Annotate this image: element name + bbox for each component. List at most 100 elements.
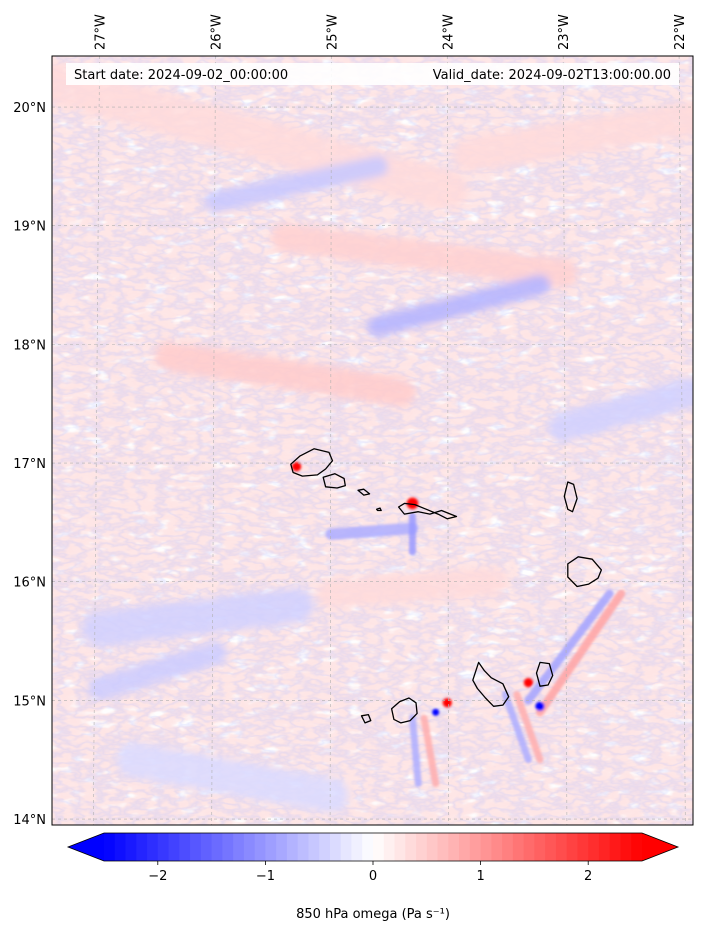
colorbar-segment [491, 833, 503, 861]
longitude-gridline [446, 56, 449, 825]
latitude-tick-label: 19°N [13, 220, 46, 235]
colorbar-segment [577, 833, 589, 861]
longitude-tick-label: 23°W [557, 14, 572, 50]
omega-band [316, 567, 509, 609]
omega-band [325, 522, 419, 541]
latitude-tick-label: 15°N [13, 694, 46, 709]
colorbar-segment [620, 833, 632, 861]
omega-spot [535, 701, 545, 711]
colorbar-segment [555, 833, 568, 861]
colorbar-segment [512, 833, 525, 861]
omega-band [501, 690, 532, 764]
colorbar-segment [329, 833, 342, 861]
colorbar-segment [200, 833, 213, 861]
colorbar-segment [448, 833, 460, 861]
omega-spot [432, 708, 440, 716]
colorbar-segment [168, 833, 180, 861]
omega-spot [406, 497, 419, 510]
colorbar-segment [297, 833, 310, 861]
colorbar-extend-low [68, 833, 104, 861]
omega-field-layer [52, 63, 693, 813]
colorbar-segment [588, 833, 600, 861]
colorbar-segment [459, 833, 471, 861]
latitude-tick-label: 17°N [13, 457, 46, 472]
colorbar-segment [340, 833, 353, 861]
omega-band [524, 589, 614, 705]
colorbar-segment [437, 833, 449, 861]
colorbar-segment [416, 833, 428, 861]
island-coastline [567, 556, 603, 588]
island-coastline [322, 473, 346, 489]
island-coastline [563, 481, 578, 513]
longitude-tick-label: 27°W [94, 14, 109, 50]
colorbar-tick-label: −1 [256, 869, 275, 884]
axis-tick-labels: 27°W 26°W 25°W 24°W 23°W 22°W 20°N 19°N 18°N 17°N… [13, 14, 688, 828]
omega-spot [291, 461, 302, 472]
colorbar-segment [373, 833, 385, 861]
island-coastline [535, 661, 554, 687]
omega-band [154, 341, 416, 407]
longitude-gridline [678, 56, 686, 825]
colorbar-segment [308, 833, 320, 861]
colorbar-segment [469, 833, 482, 861]
latitude-tick-label: 16°N [13, 576, 46, 591]
colorbar-segment [426, 833, 439, 861]
colorbar-segment [190, 833, 202, 861]
colorbar-segment [286, 833, 299, 861]
colorbar-segment [631, 833, 643, 861]
omega-band [409, 714, 422, 787]
valid-date-text: Valid_date: 2024-09-02T13:00:00.00 [433, 68, 671, 83]
omega-spot [442, 698, 452, 708]
map-frame [51, 55, 694, 826]
longitude-gridline [562, 56, 568, 825]
omega-band [367, 274, 551, 338]
colorbar-segment [480, 833, 492, 861]
date-info-box [66, 63, 679, 85]
colorbar-segment [351, 833, 363, 861]
colorbar-segment [598, 833, 611, 861]
colorbar-segment [136, 833, 148, 861]
longitude-gridline [92, 56, 100, 825]
colorbar-outline [66, 832, 680, 862]
colorbar-segment [265, 833, 277, 861]
colorbar-segment [147, 833, 159, 861]
longitude-tick-label: 26°W [209, 14, 224, 50]
omega-band [87, 641, 228, 701]
colorbar-segment [222, 833, 234, 861]
colorbar-segment [609, 833, 622, 861]
colorbar-segment [276, 833, 288, 861]
omega-band [205, 155, 389, 213]
island-coastline [390, 697, 418, 724]
latitude-tick-label: 18°N [13, 338, 46, 353]
longitude-tick-label: 22°W [673, 14, 688, 50]
omega-band [116, 742, 349, 813]
omega-band [82, 588, 314, 647]
colorbar-segment [383, 833, 396, 861]
colorbar-segment [362, 833, 374, 861]
island-coastline [357, 488, 371, 496]
latitude-tick-label: 20°N [13, 101, 46, 116]
colorbar-segment [566, 833, 579, 861]
colorbar-tick-label: −2 [148, 869, 167, 884]
colorbar-segment [319, 833, 331, 861]
omega-spot [523, 677, 534, 688]
colorbar: −2 −1 0 1 2 [66, 832, 680, 884]
longitude-gridline [211, 56, 216, 825]
colorbar-segment [545, 833, 557, 861]
colorbar-segment [523, 833, 535, 861]
start-date-text: Start date: 2024-09-02_00:00:00 [74, 68, 288, 83]
island-coastline [360, 713, 372, 724]
omega-band [535, 589, 626, 717]
longitude-tick-label: 25°W [325, 14, 340, 50]
gridlines [52, 56, 693, 825]
longitude-gridline [329, 56, 332, 825]
colorbar-extend-high [642, 833, 678, 861]
colorbar-segment [394, 833, 406, 861]
coastlines [290, 448, 603, 724]
colorbar-segment [243, 833, 256, 861]
colorbar-segment [211, 833, 223, 861]
colorbar-tick-label: 2 [584, 869, 592, 884]
colorbar-segment [157, 833, 170, 861]
island-coastline [472, 661, 510, 707]
